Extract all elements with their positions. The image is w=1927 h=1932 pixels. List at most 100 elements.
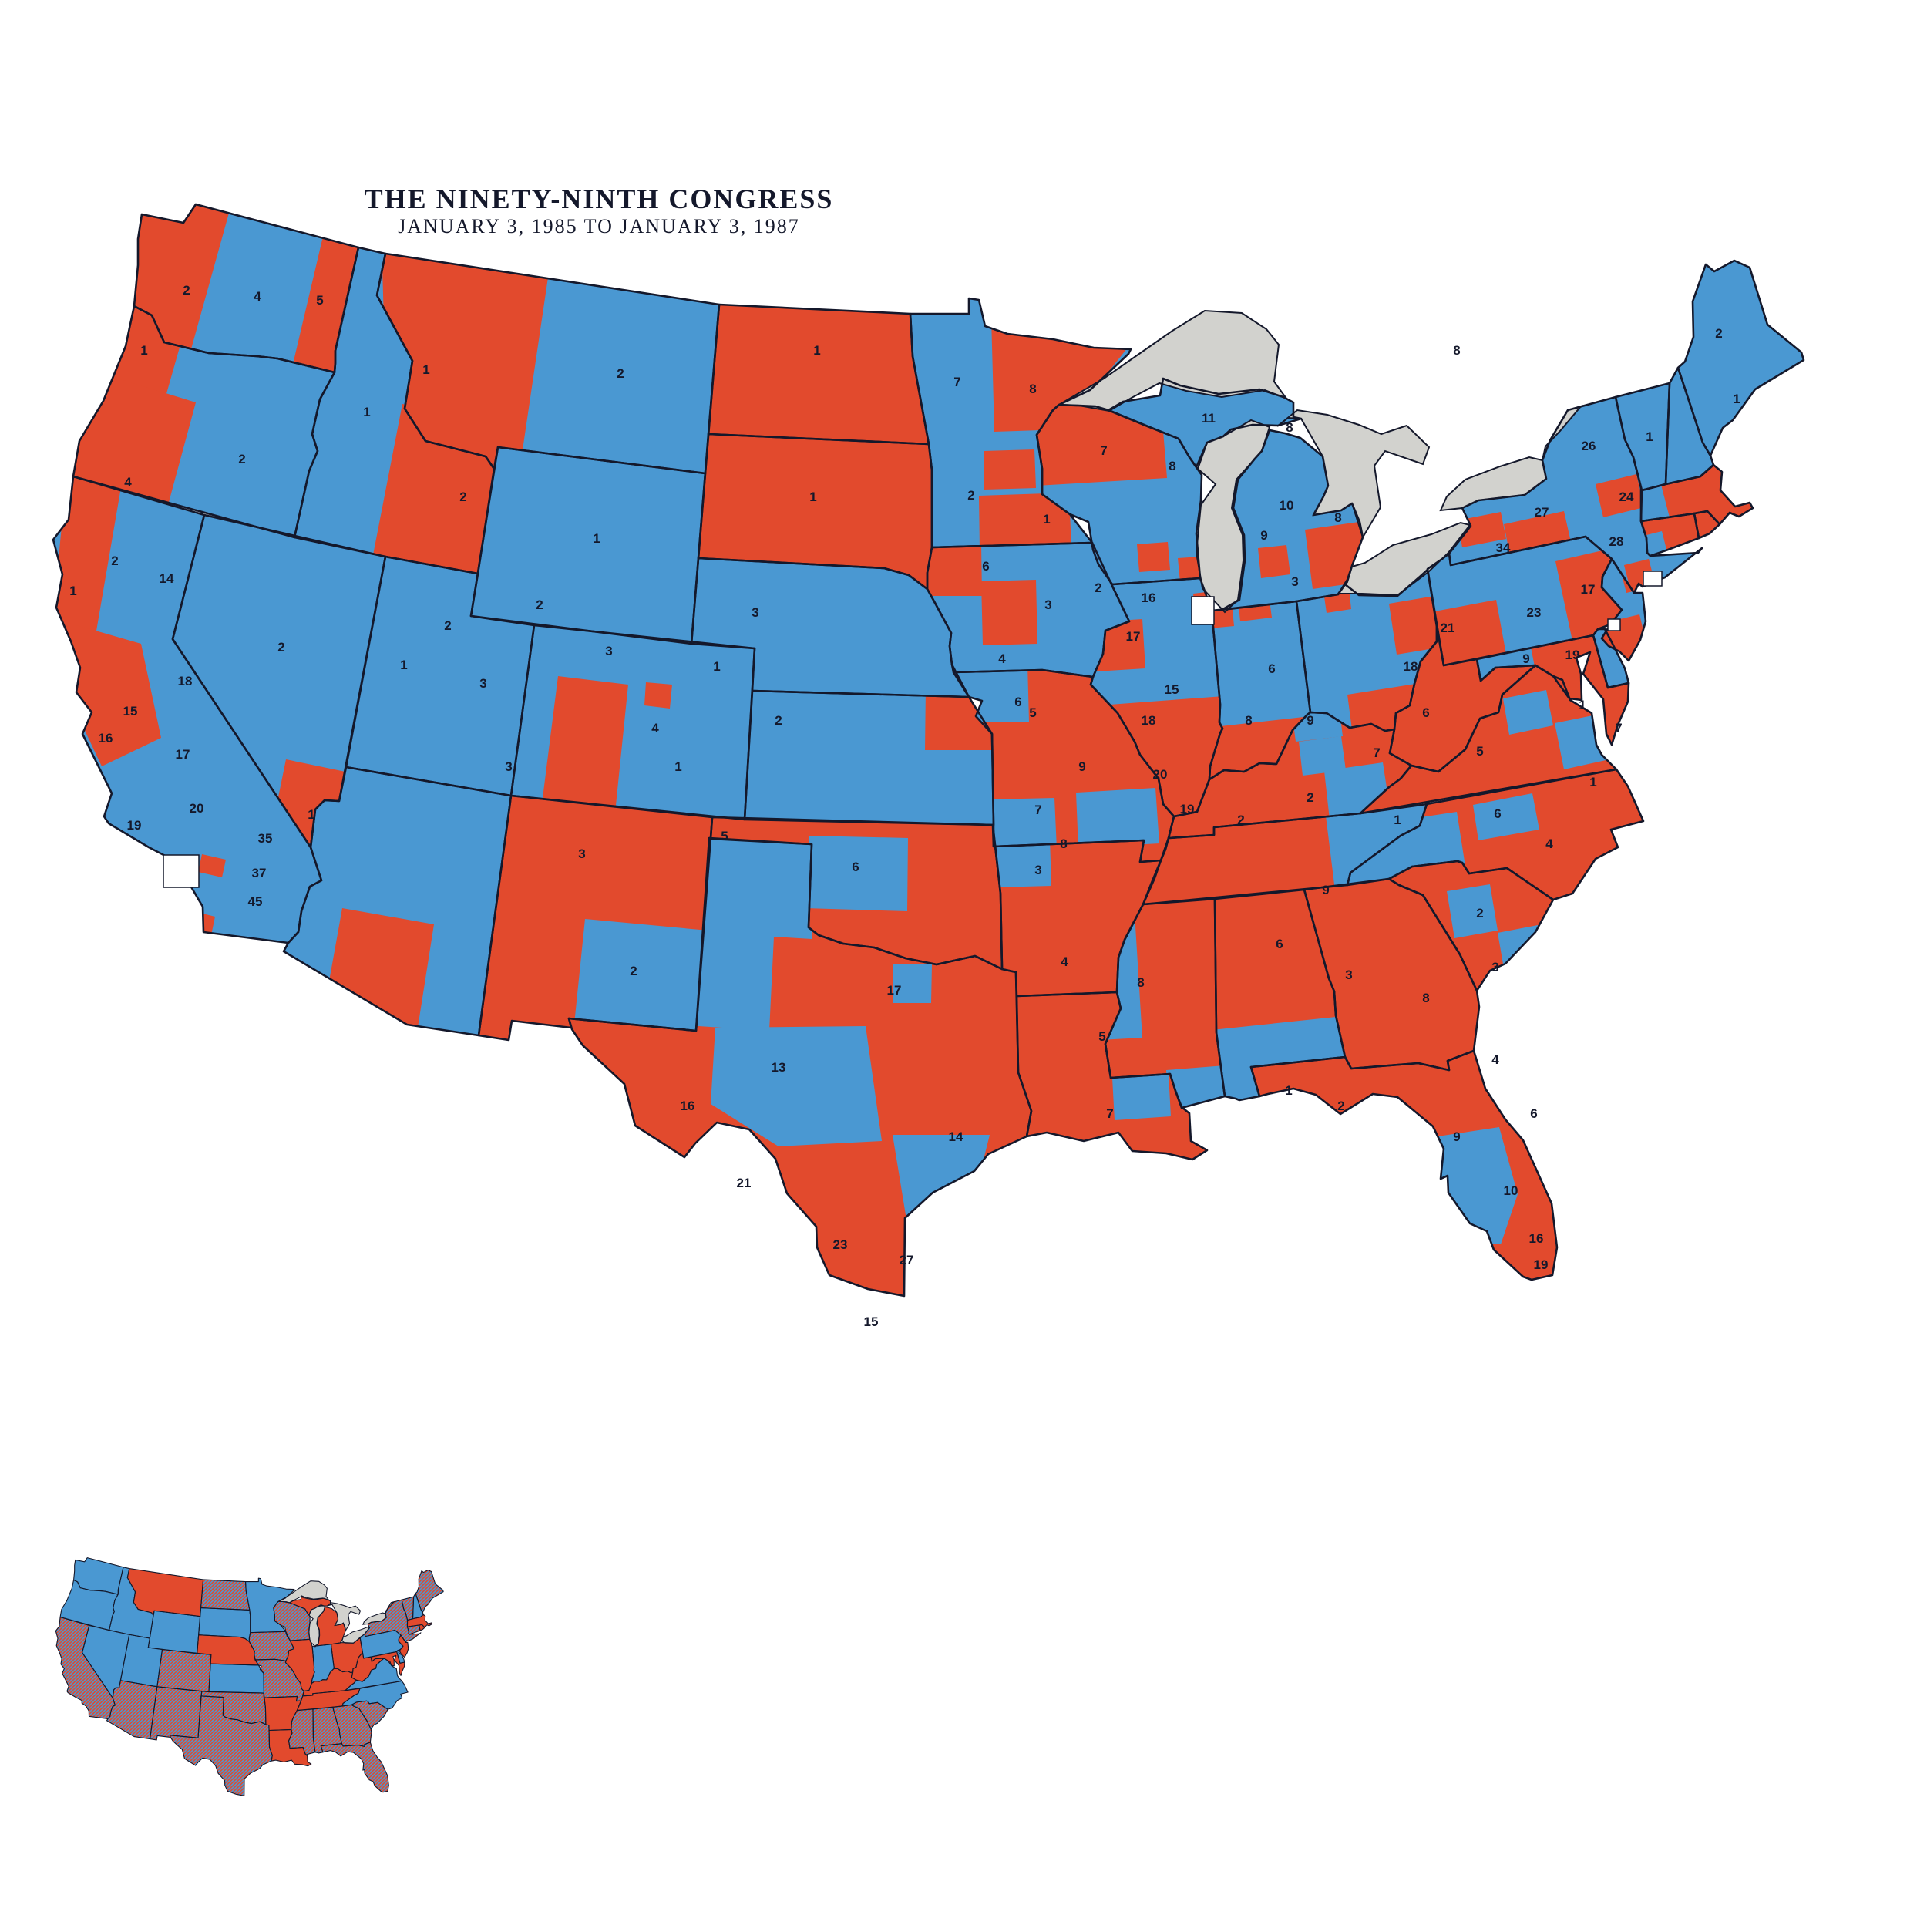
svg-text:8: 8: [1245, 713, 1252, 728]
svg-text:2: 2: [183, 283, 190, 298]
svg-text:23: 23: [1527, 605, 1542, 620]
svg-text:2: 2: [630, 964, 637, 978]
svg-text:10: 10: [1280, 498, 1294, 513]
svg-text:6: 6: [1530, 1106, 1537, 1121]
svg-text:7: 7: [1615, 721, 1622, 735]
svg-text:2: 2: [1337, 1099, 1344, 1113]
svg-text:5: 5: [1476, 744, 1483, 759]
svg-text:9: 9: [1260, 528, 1267, 543]
svg-text:1: 1: [593, 531, 600, 546]
svg-text:6: 6: [1014, 695, 1021, 709]
svg-text:28: 28: [1609, 534, 1624, 549]
svg-text:2: 2: [459, 490, 466, 504]
svg-text:15: 15: [1165, 682, 1179, 697]
svg-text:8: 8: [1169, 459, 1175, 473]
svg-text:19: 19: [1565, 648, 1580, 662]
svg-text:8: 8: [1137, 975, 1144, 990]
svg-text:16: 16: [1142, 591, 1156, 605]
svg-text:23: 23: [833, 1237, 848, 1252]
svg-text:24: 24: [1619, 490, 1634, 504]
svg-text:1: 1: [1043, 512, 1050, 527]
svg-text:JANUARY 3, 1985 TO JANUARY 3,: JANUARY 3, 1985 TO JANUARY 3, 1987: [398, 215, 800, 237]
svg-text:1: 1: [1579, 698, 1586, 712]
svg-text:4: 4: [651, 721, 659, 735]
svg-text:17: 17: [176, 747, 190, 762]
svg-text:1: 1: [809, 490, 816, 504]
svg-text:6: 6: [852, 860, 859, 874]
svg-text:9: 9: [1453, 1129, 1460, 1144]
svg-text:1: 1: [69, 584, 76, 598]
svg-text:3: 3: [605, 644, 612, 658]
svg-text:1: 1: [140, 343, 147, 358]
svg-text:1: 1: [422, 362, 429, 377]
svg-text:1: 1: [1646, 429, 1653, 444]
svg-text:THE NINETY-NINTH CONGRESS: THE NINETY-NINTH CONGRESS: [365, 183, 834, 214]
svg-text:7: 7: [1106, 1106, 1113, 1121]
svg-text:9: 9: [1078, 759, 1085, 774]
svg-text:6: 6: [1422, 705, 1429, 720]
svg-text:3: 3: [505, 759, 512, 774]
svg-text:5: 5: [1098, 1029, 1105, 1044]
svg-text:19: 19: [1180, 802, 1195, 816]
svg-text:4: 4: [124, 475, 132, 490]
svg-text:14: 14: [949, 1129, 964, 1144]
svg-text:8: 8: [1334, 510, 1341, 525]
svg-text:2: 2: [617, 366, 624, 381]
svg-text:37: 37: [252, 866, 267, 880]
svg-text:3: 3: [752, 605, 758, 620]
svg-text:4: 4: [1545, 836, 1553, 851]
svg-text:3: 3: [578, 847, 585, 861]
svg-text:15: 15: [123, 704, 138, 719]
svg-text:7: 7: [1100, 443, 1107, 458]
svg-text:2: 2: [238, 452, 245, 466]
svg-text:1: 1: [713, 659, 720, 674]
svg-text:45: 45: [248, 894, 263, 909]
svg-text:2: 2: [1095, 581, 1101, 595]
svg-text:16: 16: [681, 1099, 695, 1113]
svg-text:2: 2: [1715, 326, 1722, 341]
svg-text:34: 34: [1496, 540, 1511, 555]
svg-text:4: 4: [254, 289, 261, 304]
svg-text:2: 2: [536, 597, 543, 612]
svg-text:3: 3: [1034, 863, 1041, 877]
svg-text:17: 17: [1126, 629, 1141, 644]
svg-text:1: 1: [1394, 813, 1401, 827]
svg-text:26: 26: [1582, 439, 1596, 453]
svg-text:2: 2: [775, 713, 782, 728]
svg-text:9: 9: [1522, 651, 1529, 666]
svg-text:5: 5: [721, 829, 728, 843]
svg-text:3: 3: [1345, 968, 1352, 982]
svg-text:7: 7: [1034, 803, 1041, 817]
svg-text:15: 15: [864, 1314, 879, 1329]
svg-text:7: 7: [1373, 746, 1380, 760]
svg-text:11: 11: [1202, 411, 1216, 426]
svg-text:18: 18: [1142, 713, 1156, 728]
svg-text:2: 2: [1476, 906, 1483, 921]
svg-text:1: 1: [674, 759, 681, 774]
svg-text:14: 14: [160, 571, 174, 586]
svg-text:19: 19: [127, 818, 142, 833]
svg-text:1: 1: [308, 807, 314, 822]
svg-text:3: 3: [479, 676, 486, 691]
svg-text:1: 1: [1589, 775, 1596, 789]
svg-text:8: 8: [1286, 420, 1293, 435]
svg-text:5: 5: [316, 293, 323, 308]
svg-text:1: 1: [1733, 392, 1740, 406]
svg-text:10: 10: [1504, 1183, 1518, 1198]
svg-text:18: 18: [1404, 659, 1418, 674]
svg-text:8: 8: [1060, 836, 1067, 851]
svg-text:16: 16: [99, 731, 113, 746]
svg-text:6: 6: [1268, 661, 1275, 676]
svg-text:1: 1: [363, 405, 370, 419]
svg-text:6: 6: [1276, 937, 1283, 951]
svg-text:2: 2: [111, 554, 118, 568]
svg-text:19: 19: [1534, 1257, 1549, 1272]
svg-text:2: 2: [444, 618, 451, 633]
svg-text:8: 8: [1422, 991, 1429, 1005]
svg-text:7: 7: [953, 375, 960, 389]
svg-text:21: 21: [737, 1176, 752, 1190]
svg-text:27: 27: [1535, 505, 1549, 520]
svg-text:2: 2: [1237, 813, 1244, 827]
svg-text:2: 2: [967, 488, 974, 503]
svg-text:6: 6: [1494, 806, 1501, 821]
